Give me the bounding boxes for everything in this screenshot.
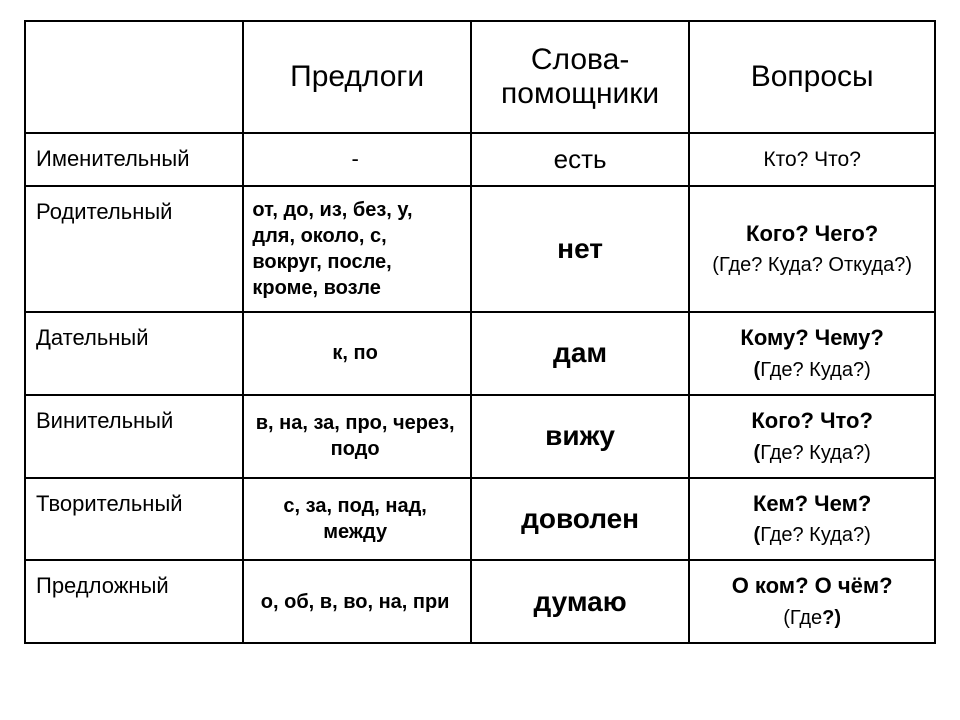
header-prepositions: Предлоги	[243, 21, 471, 133]
question-main: Кого? Чего?	[700, 219, 924, 250]
prepositions-cell: к, по	[243, 312, 471, 395]
questions-cell: Кто? Что?	[689, 133, 935, 186]
cases-table: Предлоги Слова-помощники Вопросы Имените…	[24, 20, 936, 644]
header-row: Предлоги Слова-помощники Вопросы	[25, 21, 935, 133]
table-row: Дательный к, по дам Кому? Чему? (Где? Ку…	[25, 312, 935, 395]
helper-word: нет	[471, 186, 689, 312]
case-name: Творительный	[25, 478, 243, 561]
question-sub: (Где? Куда?)	[700, 521, 924, 549]
case-name: Родительный	[25, 186, 243, 312]
helper-word: думаю	[471, 560, 689, 643]
question-sub: (Где? Куда?)	[700, 439, 924, 467]
case-name: Дательный	[25, 312, 243, 395]
helper-word: дам	[471, 312, 689, 395]
prepositions-cell: о, об, в, во, на, при	[243, 560, 471, 643]
question-main: Кого? Что?	[700, 406, 924, 437]
helper-word: вижу	[471, 395, 689, 478]
question-main: Кто? Что?	[763, 148, 861, 171]
questions-cell: Кого? Чего? (Где? Куда? Откуда?)	[689, 186, 935, 312]
table-row: Предложный о, об, в, во, на, при думаю О…	[25, 560, 935, 643]
prepositions-cell: с, за, под, над, между	[243, 478, 471, 561]
questions-cell: Кому? Чему? (Где? Куда?)	[689, 312, 935, 395]
question-main: Кому? Чему?	[700, 323, 924, 354]
table-row: Именительный - есть Кто? Что?	[25, 133, 935, 186]
questions-cell: О ком? О чём? (Где?)	[689, 560, 935, 643]
questions-cell: Кого? Что? (Где? Куда?)	[689, 395, 935, 478]
questions-cell: Кем? Чем? (Где? Куда?)	[689, 478, 935, 561]
case-name: Именительный	[25, 133, 243, 186]
header-questions: Вопросы	[689, 21, 935, 133]
header-helpers: Слова-помощники	[471, 21, 689, 133]
prepositions-cell: в, на, за, про, через, подо	[243, 395, 471, 478]
question-sub: (Где? Куда? Откуда?)	[700, 251, 924, 279]
prepositions-cell: от, до, из, без, у, для, около, с, вокру…	[243, 186, 471, 312]
header-empty	[25, 21, 243, 133]
question-sub: (Где? Куда?)	[700, 356, 924, 384]
case-name: Предложный	[25, 560, 243, 643]
case-name: Винительный	[25, 395, 243, 478]
prepositions-cell: -	[243, 133, 471, 186]
question-sub: (Где?)	[700, 604, 924, 632]
question-main: Кем? Чем?	[700, 489, 924, 520]
helper-word: есть	[471, 133, 689, 186]
table-row: Творительный с, за, под, над, между дово…	[25, 478, 935, 561]
page-container: Предлоги Слова-помощники Вопросы Имените…	[0, 0, 960, 664]
table-row: Винительный в, на, за, про, через, подо …	[25, 395, 935, 478]
question-main: О ком? О чём?	[700, 571, 924, 602]
table-row: Родительный от, до, из, без, у, для, око…	[25, 186, 935, 312]
helper-word: доволен	[471, 478, 689, 561]
